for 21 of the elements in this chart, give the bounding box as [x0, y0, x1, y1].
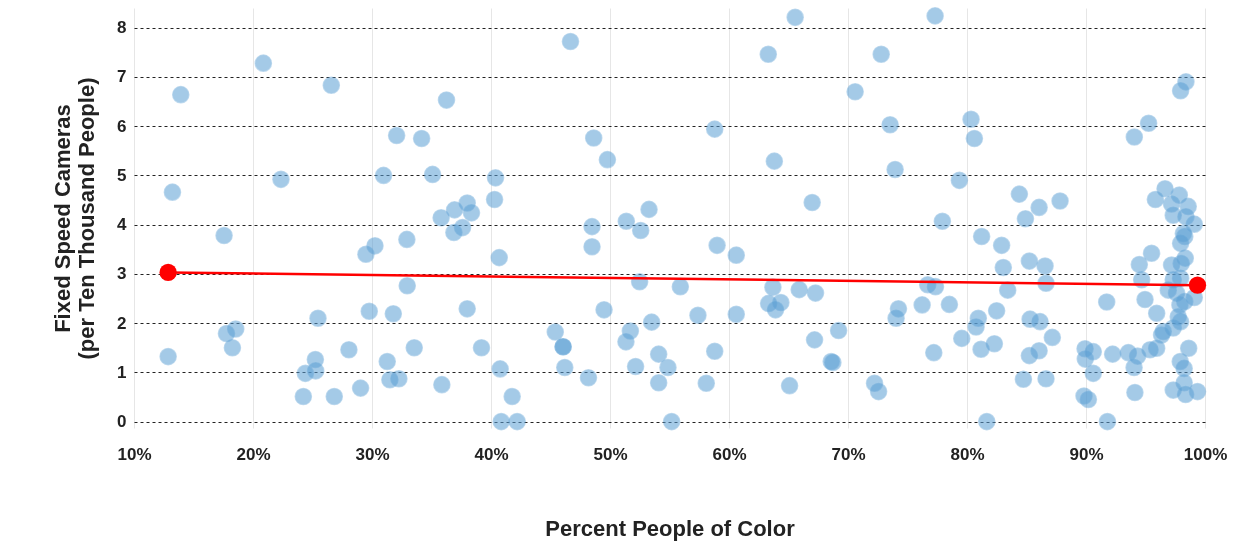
x-tick-label: 30% [355, 444, 390, 464]
x-tick-label: 60% [712, 444, 747, 464]
x-axis-title: Percent People of Color [545, 515, 796, 541]
x-tick-label: 20% [236, 444, 271, 464]
x-tick-label: 100% [1183, 444, 1228, 464]
y-tick-label: 8 [117, 18, 127, 38]
x-tick-label: 70% [831, 444, 866, 464]
x-tick-label: 50% [593, 444, 628, 464]
y-tick-label: 0 [117, 412, 127, 432]
x-tick-label: 10% [117, 444, 152, 464]
y-tick-label: 7 [117, 67, 127, 87]
x-tick-label: 90% [1069, 444, 1104, 464]
y-tick-label: 4 [117, 215, 128, 235]
y-tick-label: 3 [117, 264, 127, 284]
y-tick-label: 2 [117, 313, 127, 333]
y-tick-label: 6 [117, 116, 127, 136]
x-tick-label: 40% [474, 444, 509, 464]
y-tick-label: 5 [117, 165, 127, 185]
y-axis-title: Fixed Speed Cameras (per Ten Thousand People) [50, 77, 100, 360]
y-tick-label: 1 [117, 362, 127, 382]
x-tick-label: 80% [950, 444, 985, 464]
